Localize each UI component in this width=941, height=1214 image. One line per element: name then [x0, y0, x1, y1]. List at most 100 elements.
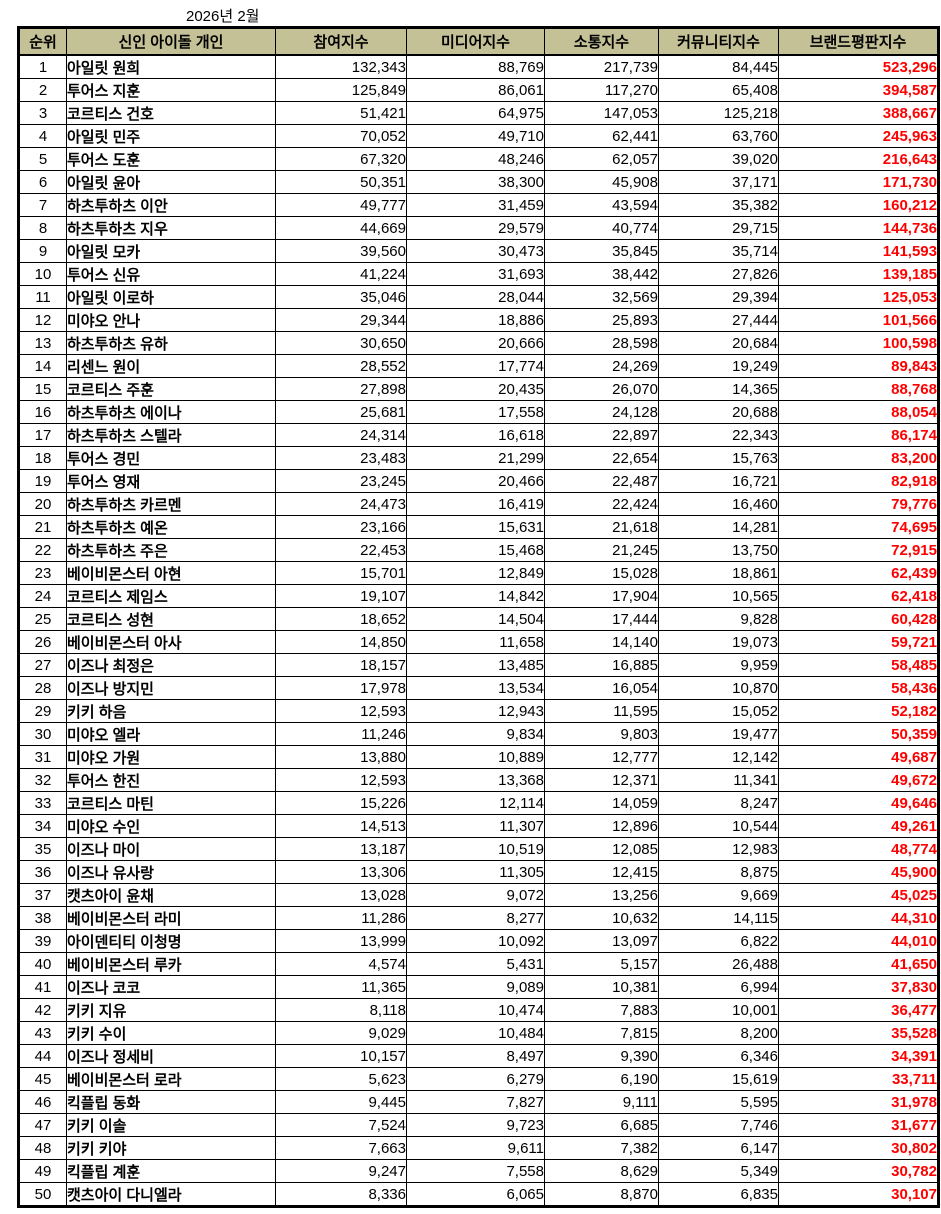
brand-reputation-index-cell: 101,566 [778, 308, 939, 332]
communication-index-cell: 12,415 [544, 860, 659, 884]
communication-index-cell: 8,629 [544, 1159, 659, 1183]
brand-reputation-index-cell: 82,918 [778, 469, 939, 493]
table-row: 32 투어스 한진 12,593 13,368 12,371 11,341 49,672 [18, 768, 939, 792]
communication-index-cell: 5,157 [544, 952, 659, 976]
community-index-cell: 26,488 [658, 952, 779, 976]
participation-index-cell: 13,880 [275, 745, 407, 769]
participation-index-cell: 28,552 [275, 354, 407, 378]
communication-index-cell: 7,815 [544, 1021, 659, 1045]
participation-index-cell: 25,681 [275, 400, 407, 424]
rank-cell: 22 [18, 538, 67, 562]
table-row: 31 미야오 가원 13,880 10,889 12,777 12,142 49,687 [18, 745, 939, 769]
idol-name-cell: 미야오 안나 [66, 308, 276, 332]
rank-cell: 37 [18, 883, 67, 907]
community-index-cell: 8,875 [658, 860, 779, 884]
media-index-cell: 49,710 [406, 124, 545, 148]
brand-reputation-index-cell: 50,359 [778, 722, 939, 746]
idol-name-cell: 코르티스 성현 [66, 607, 276, 631]
table-row: 43 키키 수이 9,029 10,484 7,815 8,200 35,528 [18, 1021, 939, 1045]
community-index-cell: 16,721 [658, 469, 779, 493]
rank-cell: 27 [18, 653, 67, 677]
table-row: 33 코르티스 마틴 15,226 12,114 14,059 8,247 49,646 [18, 791, 939, 815]
table-row: 49 킥플립 계훈 9,247 7,558 8,629 5,349 30,782 [18, 1159, 939, 1183]
table-row: 20 하츠투하츠 카르멘 24,473 16,419 22,424 16,460 79,77… [18, 492, 939, 516]
brand-reputation-index-cell: 88,768 [778, 377, 939, 401]
community-index-cell: 20,684 [658, 331, 779, 355]
table-row: 18 투어스 경민 23,483 21,299 22,654 15,763 83,200 [18, 446, 939, 470]
community-index-cell: 8,247 [658, 791, 779, 815]
brand-reputation-index-cell: 49,672 [778, 768, 939, 792]
table-row: 4 아일릿 민주 70,052 49,710 62,441 63,760 245,963 [18, 124, 939, 148]
participation-index-cell: 22,453 [275, 538, 407, 562]
rank-cell: 15 [18, 377, 67, 401]
rank-cell: 38 [18, 906, 67, 930]
media-index-cell: 15,631 [406, 515, 545, 539]
participation-index-cell: 14,513 [275, 814, 407, 838]
rank-cell: 18 [18, 446, 67, 470]
brand-reputation-index-cell: 86,174 [778, 423, 939, 447]
communication-index-cell: 12,371 [544, 768, 659, 792]
rank-cell: 23 [18, 561, 67, 585]
media-index-cell: 20,435 [406, 377, 545, 401]
table-row: 16 하츠투하츠 에이나 25,681 17,558 24,128 20,688 88,05… [18, 400, 939, 424]
media-index-cell: 21,299 [406, 446, 545, 470]
table-row: 44 이즈나 정세비 10,157 8,497 9,390 6,346 34,391 [18, 1044, 939, 1068]
rank-cell: 25 [18, 607, 67, 631]
brand-reputation-index-cell: 59,721 [778, 630, 939, 654]
participation-index-cell: 23,245 [275, 469, 407, 493]
communication-index-cell: 28,598 [544, 331, 659, 355]
community-index-cell: 65,408 [658, 78, 779, 102]
rank-cell: 14 [18, 354, 67, 378]
media-index-cell: 7,827 [406, 1090, 545, 1114]
media-index-cell: 14,504 [406, 607, 545, 631]
brand-reputation-index-cell: 74,695 [778, 515, 939, 539]
participation-index-cell: 13,187 [275, 837, 407, 861]
table-title: 2026년 2월 [186, 8, 260, 25]
idol-name-cell: 이즈나 정세비 [66, 1044, 276, 1068]
participation-index-cell: 30,650 [275, 331, 407, 355]
idol-name-cell: 키키 키야 [66, 1136, 276, 1160]
table-row: 5 투어스 도훈 67,320 48,246 62,057 39,020 216,643 [18, 147, 939, 171]
rank-cell: 26 [18, 630, 67, 654]
col-header-community-index: 커뮤니티지수 [658, 27, 779, 56]
participation-index-cell: 13,306 [275, 860, 407, 884]
rank-cell: 16 [18, 400, 67, 424]
rank-cell: 45 [18, 1067, 67, 1091]
communication-index-cell: 62,441 [544, 124, 659, 148]
brand-reputation-index-cell: 523,296 [778, 54, 939, 79]
media-index-cell: 16,618 [406, 423, 545, 447]
table-header: 순위 신인 아이돌 개인 참여지수 미디어지수 소통지수 커뮤니티지수 브랜드평판지수 [18, 27, 939, 56]
rank-cell: 43 [18, 1021, 67, 1045]
community-index-cell: 15,763 [658, 446, 779, 470]
table-row: 2 투어스 지훈 125,849 86,061 117,270 65,408 394,587 [18, 78, 939, 102]
table-row: 36 이즈나 유사랑 13,306 11,305 12,415 8,875 45,900 [18, 860, 939, 884]
rank-cell: 39 [18, 929, 67, 953]
table-row: 38 베이비몬스터 라미 11,286 8,277 10,632 14,115 44,310 [18, 906, 939, 930]
table-row: 41 이즈나 코코 11,365 9,089 10,381 6,994 37,830 [18, 975, 939, 999]
table-row: 15 코르티스 주훈 27,898 20,435 26,070 14,365 88,768 [18, 377, 939, 401]
table-row: 45 베이비몬스터 로라 5,623 6,279 6,190 15,619 33,711 [18, 1067, 939, 1091]
brand-reputation-index-cell: 388,667 [778, 101, 939, 125]
rank-cell: 29 [18, 699, 67, 723]
community-index-cell: 9,959 [658, 653, 779, 677]
communication-index-cell: 16,054 [544, 676, 659, 700]
community-index-cell: 39,020 [658, 147, 779, 171]
brand-reputation-index-cell: 171,730 [778, 170, 939, 194]
communication-index-cell: 25,893 [544, 308, 659, 332]
rank-cell: 31 [18, 745, 67, 769]
table-row: 21 하츠투하츠 예온 23,166 15,631 21,618 14,281 74,695 [18, 515, 939, 539]
community-index-cell: 35,382 [658, 193, 779, 217]
table-row: 17 하츠투하츠 스텔라 24,314 16,618 22,897 22,343 86,17… [18, 423, 939, 447]
brand-reputation-index-cell: 52,182 [778, 699, 939, 723]
community-index-cell: 19,249 [658, 354, 779, 378]
rank-cell: 19 [18, 469, 67, 493]
media-index-cell: 10,474 [406, 998, 545, 1022]
idol-name-cell: 베이비몬스터 로라 [66, 1067, 276, 1091]
participation-index-cell: 9,029 [275, 1021, 407, 1045]
communication-index-cell: 24,269 [544, 354, 659, 378]
media-index-cell: 6,065 [406, 1182, 545, 1207]
table-row: 47 키키 이솔 7,524 9,723 6,685 7,746 31,677 [18, 1113, 939, 1137]
media-index-cell: 7,558 [406, 1159, 545, 1183]
community-index-cell: 6,147 [658, 1136, 779, 1160]
participation-index-cell: 10,157 [275, 1044, 407, 1068]
